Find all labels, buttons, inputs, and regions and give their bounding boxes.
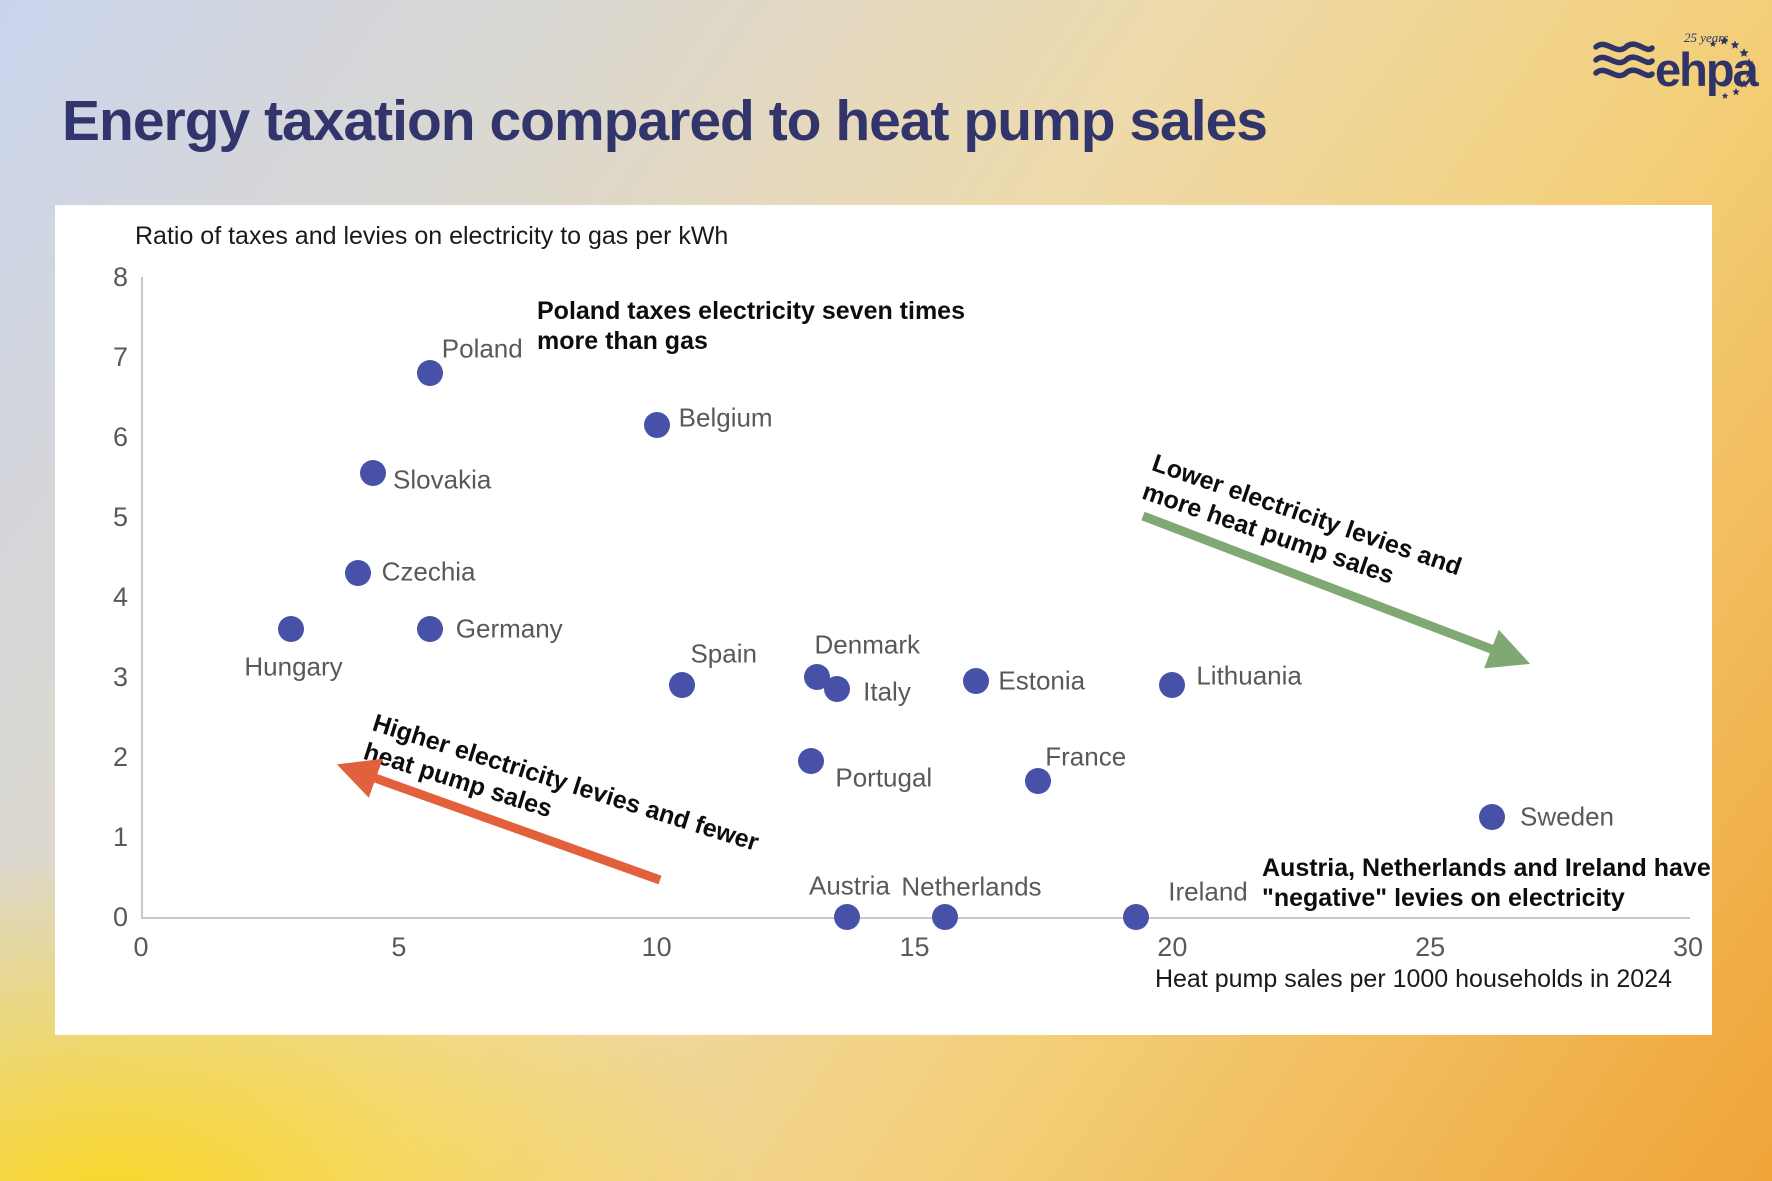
data-point-france <box>1025 768 1052 794</box>
star-icon <box>1721 92 1729 99</box>
x-tick-label: 5 <box>391 932 407 962</box>
x-tick-label: 25 <box>1415 932 1446 962</box>
y-tick-label: 7 <box>112 342 128 372</box>
y-tick-label: 4 <box>112 582 128 612</box>
y-tick-label: 6 <box>112 422 128 452</box>
y-axis-title: Ratio of taxes and levies on electricity… <box>135 222 729 250</box>
data-point-label-slovakia: Slovakia <box>393 464 492 495</box>
x-tick-label: 0 <box>133 932 149 962</box>
star-icon <box>1744 58 1754 67</box>
star-icon <box>1739 48 1749 57</box>
data-point-label-germany: Germany <box>455 613 563 644</box>
logo-badge-text: 25 years <box>1684 30 1728 45</box>
x-tick-label: 30 <box>1672 932 1704 962</box>
data-point-sweden <box>1479 804 1506 830</box>
data-point-label-poland: Poland <box>441 333 523 364</box>
annotation-poland: Poland taxes electricity seven times mor… <box>537 297 965 355</box>
annotation-negative-levies: Austria, Netherlands and Ireland have "n… <box>1262 854 1711 912</box>
page-title: Energy taxation compared to heat pump sa… <box>62 89 1268 153</box>
data-point-netherlands <box>932 904 959 930</box>
chart-panel: Ratio of taxes and levies on electricity… <box>55 205 1712 1035</box>
data-point-label-denmark: Denmark <box>814 629 920 660</box>
data-point-germany <box>416 616 443 642</box>
star-icon <box>1730 40 1740 49</box>
data-point-belgium <box>643 412 670 438</box>
x-axis-title: Heat pump sales per 1000 households in 2… <box>1154 965 1672 993</box>
data-point-label-netherlands: Netherlands <box>901 871 1042 902</box>
x-tick-label: 10 <box>641 932 672 962</box>
star-icon <box>1744 69 1754 78</box>
y-tick-label: 2 <box>112 742 128 772</box>
ehpa-logo: ehpa 25 years <box>1593 30 1762 99</box>
y-tick-label: 8 <box>112 262 128 292</box>
waves-icon <box>1593 41 1655 79</box>
star-icon <box>1709 40 1717 47</box>
data-point-portugal <box>798 748 825 774</box>
data-point-poland <box>416 360 443 386</box>
data-point-italy <box>824 676 851 702</box>
y-tick-label: 3 <box>112 662 128 692</box>
data-point-label-austria: Austria <box>808 870 890 901</box>
data-point-austria <box>834 904 861 930</box>
data-point-label-hungary: Hungary <box>244 651 343 682</box>
data-point-label-france: France <box>1045 741 1127 772</box>
x-tick-label: 15 <box>899 932 930 962</box>
data-point-label-ireland: Ireland <box>1168 876 1248 907</box>
data-point-spain <box>669 672 696 698</box>
y-tick-label: 5 <box>112 502 128 532</box>
y-tick-label: 0 <box>112 902 128 932</box>
data-point-label-portugal: Portugal <box>835 762 933 793</box>
y-tick-label: 1 <box>112 822 128 852</box>
star-icon <box>1739 79 1749 88</box>
eu-stars-icon <box>1709 36 1754 99</box>
data-point-label-estonia: Estonia <box>998 665 1086 696</box>
data-point-estonia <box>963 668 990 694</box>
data-point-label-lithuania: Lithuania <box>1196 660 1302 691</box>
data-point-slovakia <box>360 460 387 486</box>
plot-area <box>141 277 1690 919</box>
star-icon <box>1719 36 1729 45</box>
data-point-hungary <box>277 616 304 642</box>
star-icon <box>1732 88 1740 96</box>
data-point-lithuania <box>1159 672 1186 698</box>
data-point-label-sweden: Sweden <box>1520 801 1614 832</box>
data-point-czechia <box>344 560 371 586</box>
data-point-ireland <box>1123 904 1150 930</box>
data-point-label-belgium: Belgium <box>678 402 773 433</box>
data-point-label-spain: Spain <box>690 638 757 669</box>
data-point-label-czechia: Czechia <box>381 556 476 587</box>
x-tick-label: 20 <box>1157 932 1188 962</box>
data-point-label-italy: Italy <box>863 676 911 707</box>
